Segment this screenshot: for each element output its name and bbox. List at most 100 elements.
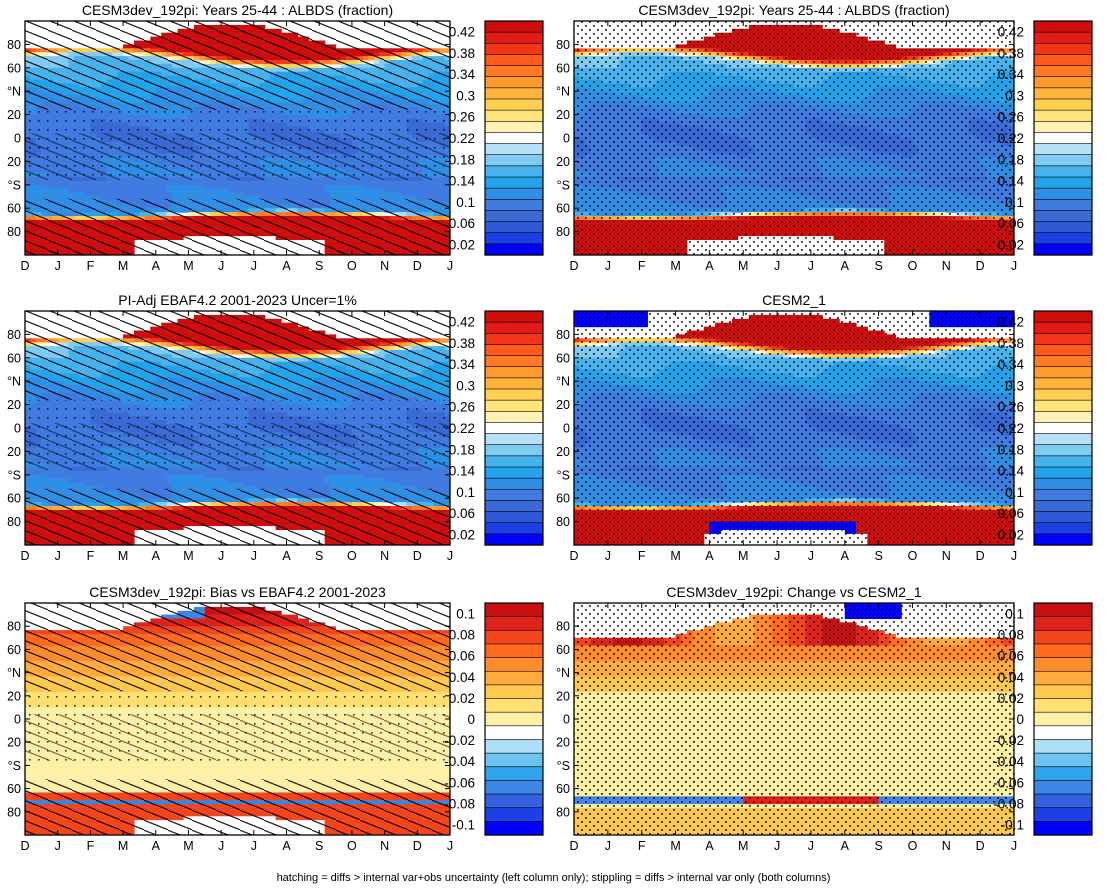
- x-tick-label: S: [874, 549, 882, 563]
- colorbar-label: 0.06: [998, 649, 1024, 664]
- x-tick-label: N: [942, 259, 951, 273]
- colorbar-swatch: [484, 410, 544, 424]
- x-tick-label: S: [315, 549, 323, 563]
- colorbar-label: 0.34: [449, 357, 476, 372]
- y-tick-label: °N: [556, 666, 570, 680]
- x-tick-label: J: [774, 549, 780, 563]
- y-tick-label: 60: [556, 351, 570, 365]
- colorbar-label: 0.42: [449, 25, 475, 40]
- colorbar-swatch: [1033, 355, 1093, 368]
- y-tick-label: 60: [556, 782, 570, 796]
- panel-top-right: CESM3dev_192pi: Years 25-44 : ALBDS (fra…: [556, 2, 1093, 273]
- colorbar-label: 0.38: [998, 336, 1024, 351]
- colorbar-swatch: [484, 344, 544, 357]
- x-tick-label: S: [315, 839, 323, 853]
- x-tick-label: N: [380, 259, 389, 273]
- x-tick-label: J: [218, 839, 224, 853]
- x-tick-label: D: [413, 549, 422, 563]
- colorbar-swatch: [1033, 698, 1093, 713]
- colorbar-label: 0.38: [998, 46, 1024, 61]
- y-tick-label: 80: [556, 38, 570, 52]
- x-tick-label: O: [347, 549, 357, 563]
- colorbar-label: 0.42: [998, 25, 1024, 40]
- y-tick-label: °S: [8, 468, 21, 482]
- x-tick-label: F: [87, 549, 95, 563]
- y-tick-label: 20: [556, 155, 570, 169]
- x-tick-label: A: [282, 259, 291, 273]
- colorbar-label: -0.06: [993, 775, 1024, 790]
- colorbar-swatch: [1033, 388, 1093, 401]
- y-tick-label: 20: [556, 398, 570, 412]
- colorbar-swatch: [484, 210, 544, 223]
- colorbar-swatch: [484, 154, 544, 167]
- x-tick-label: F: [638, 839, 646, 853]
- y-tick-label: 20: [556, 689, 570, 703]
- panel-title: CESM3dev_192pi: Change vs CESM2_1: [666, 584, 921, 600]
- x-tick-label: A: [841, 259, 850, 273]
- colorbar-swatch: [1033, 807, 1093, 822]
- x-tick-label: D: [976, 259, 985, 273]
- colorbar-swatch: [1033, 488, 1093, 502]
- x-tick-label: M: [183, 259, 193, 273]
- colorbar-swatch: [484, 109, 544, 122]
- colorbar-swatch: [484, 76, 544, 89]
- panel-title: PI-Adj EBAF4.2 2001-2023 Uncer=1%: [118, 292, 357, 308]
- colorbar-label: 0.14: [998, 464, 1025, 479]
- x-tick-label: J: [55, 839, 61, 853]
- colorbar-swatch: [484, 366, 544, 379]
- colorbar-label: -0.04: [993, 754, 1024, 769]
- x-tick-label: M: [118, 839, 128, 853]
- colorbar-swatch: [484, 739, 544, 754]
- y-tick-label: 60: [7, 61, 21, 75]
- colorbar-swatch: [484, 87, 544, 100]
- colorbar-top-right: 0.42 0.38 0.34 0.3 0.26 0.22 0.18 0.14 0.1 0.06 0.…: [998, 20, 1093, 256]
- y-tick-label: 20: [7, 736, 21, 750]
- y-tick-label: 80: [7, 515, 21, 529]
- y-tick-label: 0: [563, 713, 570, 727]
- colorbar-label: 0.14: [449, 174, 476, 189]
- colorbar-swatch: [484, 42, 544, 56]
- colorbar-swatch: [1033, 332, 1093, 346]
- x-tick-label: M: [670, 839, 680, 853]
- colorbar-label: 0.02: [998, 691, 1024, 706]
- colorbar-swatch: [1033, 684, 1093, 700]
- colorbar-bottom-left: 0.1 0.08 0.06 0.04 0.02 0 -0.02 -0.04 -0.06 -0.08…: [444, 602, 544, 836]
- x-tick-label: O: [347, 259, 357, 273]
- x-tick-label: D: [20, 549, 29, 563]
- x-tick-label: J: [447, 839, 453, 853]
- x-tick-label: A: [705, 549, 714, 563]
- x-tick-label: A: [841, 549, 850, 563]
- y-tick-label: 80: [7, 38, 21, 52]
- colorbar-swatch: [1033, 670, 1093, 686]
- y-tick-label: 80: [556, 805, 570, 819]
- colorbar-swatch: [1033, 65, 1093, 78]
- colorbar-label: 0.06: [998, 506, 1024, 521]
- colorbar-swatch: [1033, 793, 1093, 809]
- colorbar-swatch: [484, 533, 544, 546]
- colorbar-swatch: [484, 780, 544, 795]
- colorbar-label: -0.02: [444, 733, 475, 748]
- x-tick-label: M: [670, 549, 680, 563]
- y-tick-label: 60: [556, 492, 570, 506]
- colorbar-label: 0.18: [998, 442, 1024, 457]
- colorbar-label: 0.1: [456, 485, 475, 500]
- colorbar-swatch: [484, 698, 544, 713]
- field-top-right: [574, 21, 1014, 255]
- colorbar-label: 0.18: [449, 442, 475, 457]
- colorbar-swatch: [1033, 422, 1093, 435]
- colorbar-label: 0.34: [998, 67, 1025, 82]
- colorbar-middle-left: 0.42 0.38 0.34 0.3 0.26 0.22 0.18 0.14 0.1 0.06 0.…: [449, 310, 544, 546]
- x-tick-label: D: [976, 549, 985, 563]
- colorbar-swatch: [1033, 752, 1093, 768]
- x-tick-label: S: [315, 259, 323, 273]
- colorbar-label: 0.42: [449, 315, 475, 330]
- colorbar-swatch: [1033, 120, 1093, 134]
- colorbar-swatch: [484, 657, 544, 672]
- x-tick-label: N: [942, 549, 951, 563]
- colorbar-label: 0.26: [449, 110, 475, 125]
- y-tick-label: 80: [556, 225, 570, 239]
- colorbar-swatch: [484, 711, 544, 727]
- colorbar-swatch: [1033, 54, 1093, 67]
- colorbar-label: -0.02: [993, 733, 1024, 748]
- panel-title: CESM2_1: [762, 292, 826, 308]
